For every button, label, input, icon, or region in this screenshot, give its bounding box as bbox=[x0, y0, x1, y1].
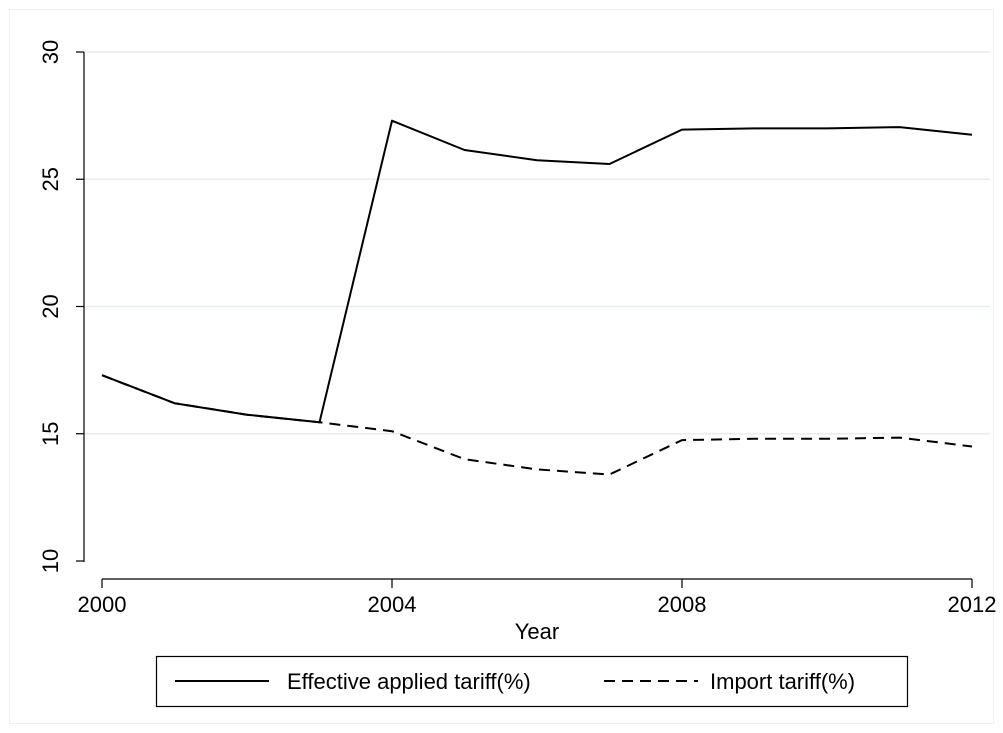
legend-label-import: Import tariff(%) bbox=[710, 669, 855, 694]
x-ticks: 2000 2004 2008 2012 bbox=[78, 579, 997, 617]
y-tick-label-15: 15 bbox=[38, 422, 63, 446]
series-lines bbox=[101, 119, 973, 476]
gridlines bbox=[85, 51, 990, 435]
outer-frame bbox=[9, 9, 994, 724]
x-axis-title: Year bbox=[515, 619, 559, 644]
y-tick-label-25: 25 bbox=[38, 167, 63, 191]
y-ticks: 10 15 20 25 30 bbox=[38, 40, 84, 573]
x-tick-label-2012: 2012 bbox=[948, 592, 997, 617]
series-line-import-tariff bbox=[101, 374, 973, 476]
y-tick-label-20: 20 bbox=[38, 294, 63, 318]
legend: Effective applied tariff(%) Import tarif… bbox=[155, 655, 909, 708]
x-tick-label-2004: 2004 bbox=[368, 592, 417, 617]
legend-label-effective: Effective applied tariff(%) bbox=[287, 669, 531, 694]
y-tick-label-30: 30 bbox=[38, 40, 63, 64]
x-tick-label-2000: 2000 bbox=[78, 592, 127, 617]
legend-box bbox=[155, 655, 909, 708]
x-tick-label-2008: 2008 bbox=[658, 592, 707, 617]
y-tick-label-10: 10 bbox=[38, 549, 63, 573]
